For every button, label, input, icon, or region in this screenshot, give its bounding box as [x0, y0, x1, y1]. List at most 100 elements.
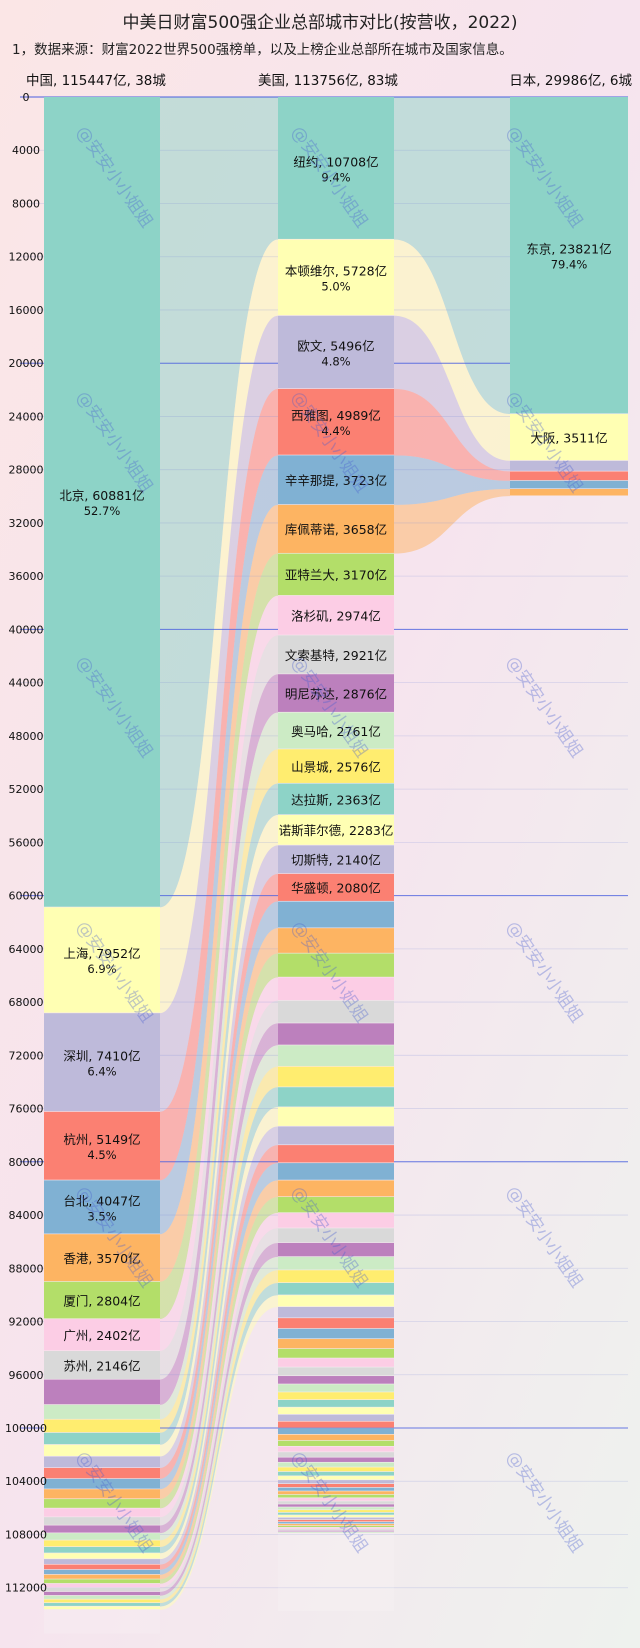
flow-band-cn-us-10: [160, 712, 278, 1420]
bar-segment-1-69: [278, 1504, 394, 1507]
city-label-1-9: 明尼苏达, 2876亿: [285, 686, 387, 701]
header-japan: 日本, 29986亿, 6城: [509, 73, 632, 89]
city-label-1-8: 文索基特, 2921亿: [285, 648, 387, 663]
bar-segment-1-39: [278, 1318, 394, 1329]
bar-segment-1-77: [278, 1524, 394, 1526]
y-tick-label-6: 24000: [9, 410, 44, 423]
city-label-0-2: 深圳, 7410亿: [63, 1048, 140, 1063]
y-tick-label-18: 72000: [9, 1049, 44, 1062]
bar-segment-1-33: [278, 1242, 394, 1257]
bar-segment-1-21: [278, 1023, 394, 1045]
bar-segment-1-40: [278, 1328, 394, 1339]
flow-band-cn-us-15: [160, 873, 278, 1479]
band-layer: [160, 97, 510, 1610]
bar-segment-0-0: [44, 97, 160, 907]
flow-band-cn-us-2: [160, 315, 278, 1112]
bar-segment-0-34: [44, 1595, 160, 1599]
y-tick-label-15: 60000: [9, 890, 44, 903]
bar-segment-0-31: [44, 1583, 160, 1588]
y-tick-label-27: 108000: [5, 1528, 47, 1541]
bar-segment-0-2: [44, 1013, 160, 1112]
bar-segment-1-15: [278, 873, 394, 901]
city-label-1-4: 辛辛那提, 3723亿: [285, 473, 387, 488]
y-tick-label-5: 20000: [9, 357, 44, 370]
bar-segment-0-10: [44, 1404, 160, 1419]
header-china: 中国, 115447亿, 38城: [26, 73, 166, 89]
y-tick-label-26: 104000: [5, 1475, 47, 1488]
city-label-0-8: 苏州, 2146亿: [63, 1358, 140, 1373]
bar-segment-1-82: [278, 1532, 394, 1533]
bar-segment-1-45: [278, 1376, 394, 1384]
bar-segment-1-8: [278, 635, 394, 674]
bar-segment-0-19: [44, 1508, 160, 1517]
flow-band-cn-us-6: [160, 553, 278, 1320]
bar-segment-2-4: [510, 480, 628, 489]
bar-segment-1-27: [278, 1145, 394, 1163]
bar-segment-1-65: [278, 1491, 394, 1495]
city-pct-0-4: 3.5%: [87, 1209, 116, 1223]
flow-band-cn-us-32: [160, 1228, 278, 1592]
bar-segment-0-36: [44, 1603, 160, 1606]
bar-segment-1-19: [278, 977, 394, 1001]
y-tick-label-17: 68000: [9, 996, 44, 1009]
bar-segment-1-23: [278, 1066, 394, 1087]
bar-segment-0-8: [44, 1351, 160, 1379]
bar-segment-1-81: [278, 1530, 394, 1532]
chart-title: 中美日财富500强企业总部城市对比(按营收，2022): [123, 13, 518, 33]
bar-segment-1-61: [278, 1476, 394, 1480]
bar-segment-1-59: [278, 1467, 394, 1472]
flow-band-cn-us-7: [160, 595, 278, 1352]
flow-band-cn-us-16: [160, 901, 278, 1490]
bar-segment-0-16: [44, 1478, 160, 1489]
y-tick-label-9: 36000: [9, 570, 44, 583]
bar-segment-0-33: [44, 1591, 160, 1596]
flow-band-cn-us-9: [160, 674, 278, 1405]
bar-segment-1-43: [278, 1358, 394, 1367]
bar-segment-0-18: [44, 1499, 160, 1508]
flow-band-cn-us-11: [160, 749, 278, 1433]
chart-subtitle: 1，数据来源：财富2022世界500强榜单，以及上榜企业总部所在城市及国家信息。: [12, 41, 513, 58]
bar-segment-1-75: [278, 1519, 394, 1522]
bar-layer: [44, 97, 628, 1634]
flow-band-us-jp-5: [394, 489, 510, 554]
bar-segment-1-30: [278, 1197, 394, 1213]
city-label-0-6: 厦门, 2804亿: [63, 1293, 140, 1308]
bar-segment-1-1: [278, 239, 394, 316]
bar-segment-1-31: [278, 1212, 394, 1228]
y-tick-label-28: 112000: [5, 1582, 47, 1595]
bar-segment-1-53: [278, 1434, 394, 1441]
flow-band-cn-us-12: [160, 783, 278, 1445]
flow-band-us-jp-0: [394, 97, 510, 415]
y-tick-label-20: 80000: [9, 1156, 44, 1169]
y-tick-label-13: 52000: [9, 783, 44, 796]
city-pct-0-3: 4.5%: [87, 1148, 116, 1162]
city-label-1-14: 切斯特, 2140亿: [291, 853, 381, 868]
city-label-2-1: 大阪, 3511亿: [530, 430, 607, 445]
y-tick-label-12: 48000: [9, 730, 44, 743]
bar-segment-0-5: [44, 1234, 160, 1282]
y-tick-label-10: 40000: [9, 623, 44, 636]
bar-segment-1-63: [278, 1483, 394, 1488]
bar-segment-0-7: [44, 1319, 160, 1351]
flow-band-cn-us-17: [160, 928, 278, 1500]
flow-band-cn-us-8: [160, 635, 278, 1380]
bar-segment-1-60: [278, 1471, 394, 1476]
bar-segment-1-29: [278, 1180, 394, 1197]
flow-band-cn-us-36: [160, 1283, 278, 1607]
bar-segment-1-20: [278, 1000, 394, 1023]
city-label-1-3: 西雅图, 4989亿: [291, 408, 381, 423]
bar-segment-0-12: [44, 1432, 160, 1445]
bar-segment-1-42: [278, 1348, 394, 1358]
y-tick-label-14: 56000: [9, 836, 44, 849]
bar-segment-0-25: [44, 1553, 160, 1559]
bar-segment-1-66: [278, 1494, 394, 1498]
bar-segment-1-56: [278, 1452, 394, 1457]
bar-segment-1-72: [278, 1512, 394, 1515]
city-label-1-2: 欧文, 5496亿: [297, 338, 374, 353]
bar-segment-1-47: [278, 1392, 394, 1400]
bar-segment-1-9: [278, 674, 394, 712]
y-tick-label-1: 4000: [12, 144, 40, 157]
bar-segment-1-34: [278, 1256, 394, 1270]
